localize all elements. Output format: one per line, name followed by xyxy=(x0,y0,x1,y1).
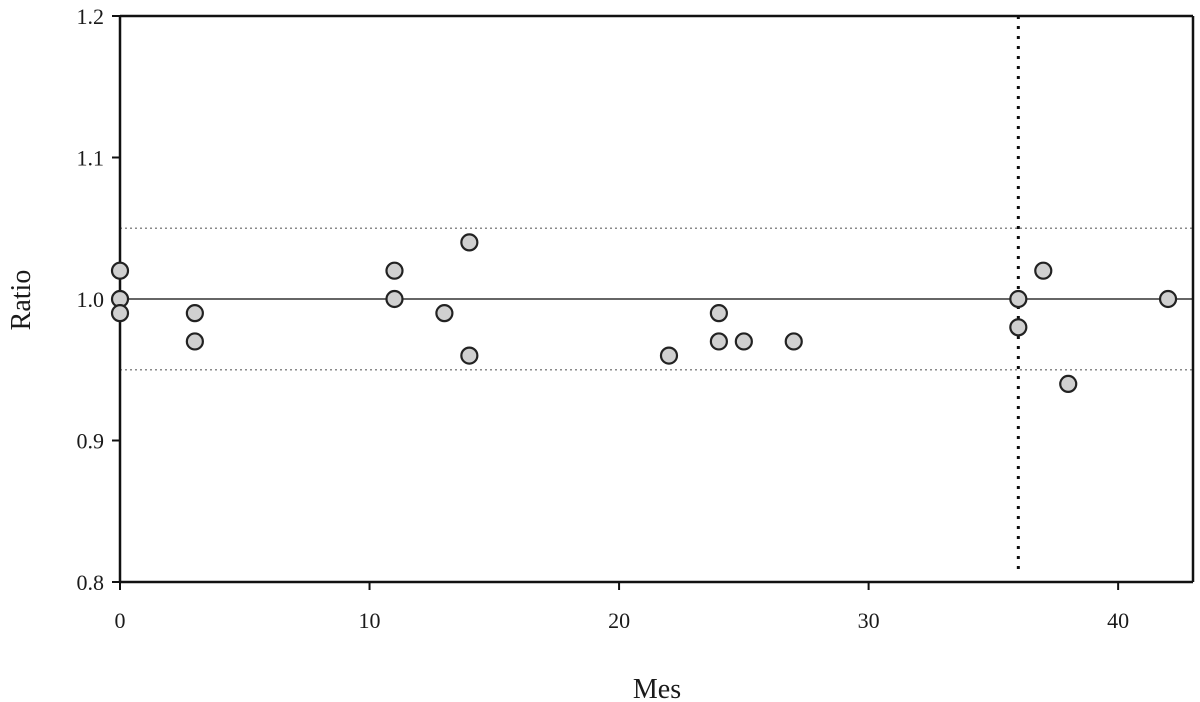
data-point xyxy=(1059,374,1078,393)
data-point xyxy=(1009,289,1028,309)
data-point xyxy=(110,261,130,280)
x-tick-label: 10 xyxy=(359,608,381,633)
axis-ticks: 0 10 20 30 40 0.8 0.9 1.0 1.1 1.2 xyxy=(77,4,1130,633)
data-points xyxy=(110,233,1178,393)
x-tick-label: 40 xyxy=(1107,608,1129,633)
data-point xyxy=(709,332,728,351)
x-tick-label: 0 xyxy=(115,608,126,633)
y-tick-label: 0.9 xyxy=(77,429,105,454)
data-point xyxy=(185,332,204,351)
data-point xyxy=(784,332,803,351)
y-axis-title: Ratio xyxy=(6,270,37,331)
data-point xyxy=(1009,318,1028,337)
data-point xyxy=(734,332,753,351)
data-point xyxy=(709,304,728,323)
x-tick-label: 20 xyxy=(608,608,630,633)
x-tick-label: 30 xyxy=(858,608,880,633)
data-point xyxy=(385,261,404,280)
y-tick-label: 1.2 xyxy=(77,4,105,29)
data-point xyxy=(110,304,130,323)
data-point xyxy=(1034,261,1053,280)
data-point xyxy=(460,346,479,365)
x-axis-title: Mes xyxy=(633,674,681,702)
data-point xyxy=(1158,289,1178,309)
y-tick-label: 1.0 xyxy=(77,287,105,312)
data-point xyxy=(659,346,679,365)
reference-lines xyxy=(120,16,1193,574)
y-tick-label: 0.8 xyxy=(77,570,105,595)
data-point xyxy=(385,289,404,309)
data-point xyxy=(185,304,204,323)
y-tick-label: 1.1 xyxy=(77,146,105,171)
data-point xyxy=(435,304,454,323)
data-point xyxy=(460,233,479,252)
